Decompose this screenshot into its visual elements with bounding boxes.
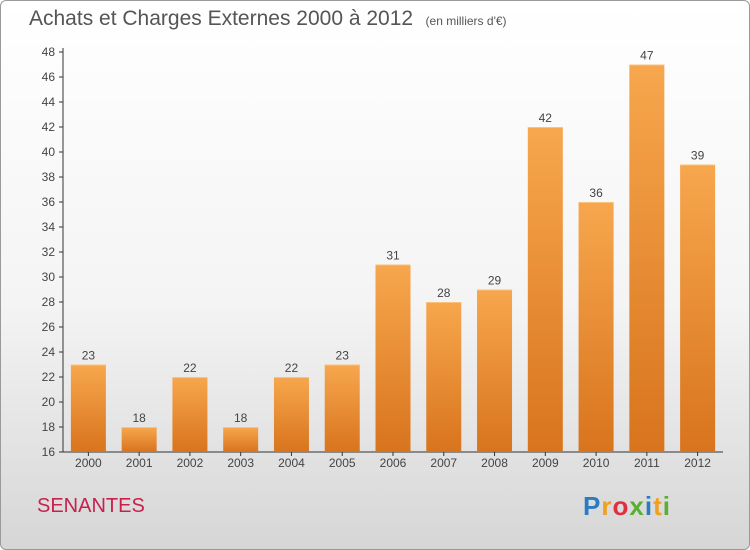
data-label: 22 [183,361,197,375]
y-tick-label: 18 [42,420,56,434]
data-label: 31 [386,249,400,263]
data-label: 29 [488,274,502,288]
x-tick-label: 2003 [227,456,254,470]
x-tick-label: 2006 [380,456,407,470]
y-tick-label: 24 [42,345,56,359]
bar [375,264,411,452]
y-tick-label: 36 [42,195,56,209]
bar [578,202,614,452]
proxiti-logo: Proxiti [583,491,671,522]
logo-letter: r [601,491,613,521]
bar [477,289,513,452]
y-tick-label: 34 [42,220,56,234]
data-label: 47 [640,49,654,63]
y-tick-label: 40 [42,145,56,159]
y-tick-label: 20 [42,395,56,409]
bar [273,377,309,452]
x-tick-label: 2000 [75,456,102,470]
y-tick-label: 28 [42,295,56,309]
data-label: 18 [132,411,146,425]
chart-subtitle: (en milliers d'€) [425,14,507,28]
x-tick-label: 2011 [634,456,660,470]
x-tick-label: 2010 [583,456,610,470]
bar [426,302,462,452]
y-tick-label: 26 [42,320,56,334]
x-tick-label: 2004 [278,456,305,470]
logo-letter: i [662,491,671,521]
x-tick-label: 2007 [430,456,457,470]
data-label: 39 [691,149,705,163]
bar [629,64,665,452]
bars: 23 18 22 18 22 23 31 28 29 42 36 47 39 [70,49,716,452]
data-label: 23 [336,349,350,363]
y-tick-label: 44 [42,95,56,109]
bar [70,364,106,452]
logo-letter: P [583,491,602,521]
y-axis: 16 18 20 22 24 26 28 30 32 34 36 38 40 42 44 46 48 [42,45,64,459]
x-tick-label: 2012 [684,456,711,470]
chart-title: Achats et Charges Externes 2000 à 2012 [29,7,414,30]
y-tick-label: 46 [42,70,56,84]
logo-letter: i [644,491,654,521]
x-tick-label: 2002 [177,456,204,470]
y-tick-label: 42 [42,120,56,134]
y-tick-label: 38 [42,170,56,184]
data-label: 36 [589,186,603,200]
y-tick-label: 48 [42,45,56,59]
y-tick-label: 32 [42,245,56,259]
data-label: 23 [82,349,96,363]
bar [680,164,716,452]
bar [121,427,157,452]
data-label: 18 [234,411,248,425]
data-label: 42 [539,111,553,125]
place-label: SENANTES [37,495,145,517]
logo-letter: x [629,491,645,521]
x-tick-label: 2001 [126,456,153,470]
bar [223,427,259,452]
bar [172,377,208,452]
logo-letter: o [612,491,630,521]
bar [324,364,360,452]
y-tick-label: 22 [42,370,56,384]
data-label: 22 [285,361,299,375]
x-tick-label: 2005 [329,456,356,470]
x-tick-label: 2008 [481,456,508,470]
title-row: Achats et Charges Externes 2000 à 2012 (… [29,7,507,31]
logo-letter: t [653,491,663,521]
data-label: 28 [437,286,451,300]
y-tick-label: 30 [42,270,56,284]
bar [527,127,563,452]
x-axis: 2000 2001 2002 2003 2004 2005 2006 2007 2008 2009… [63,451,723,470]
y-tick-label: 16 [42,445,56,459]
x-tick-label: 2009 [532,456,559,470]
